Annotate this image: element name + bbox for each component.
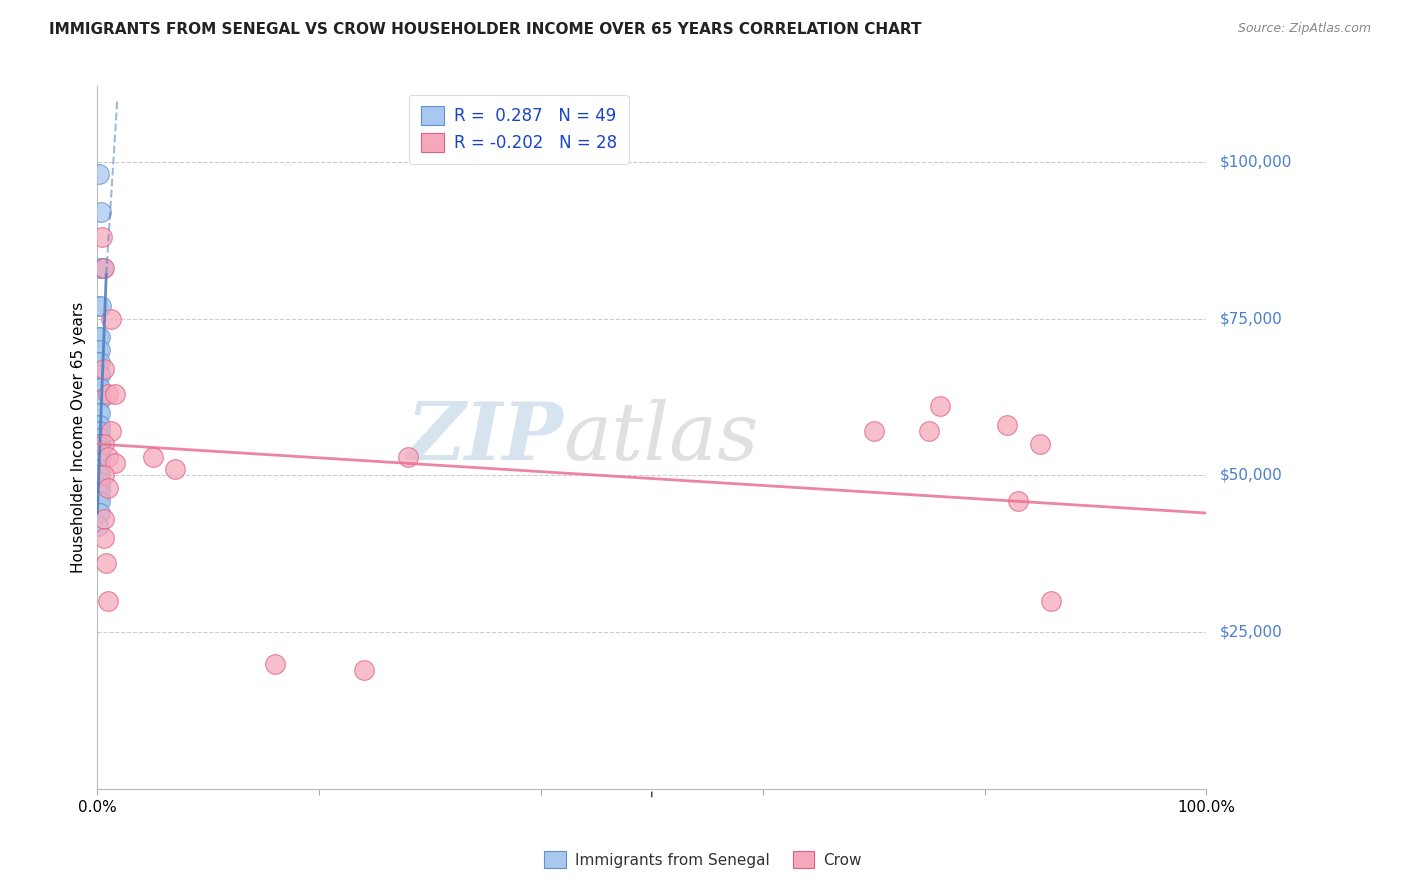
Point — [89, 368, 111, 382]
Point — [104, 456, 127, 470]
Point — [87, 431, 110, 445]
Point — [89, 406, 111, 420]
Point — [93, 468, 115, 483]
Point — [87, 475, 110, 489]
Text: $75,000: $75,000 — [1220, 311, 1282, 326]
Point — [87, 406, 110, 420]
Point — [87, 343, 110, 357]
Point — [87, 450, 110, 464]
Point — [353, 663, 375, 677]
Point — [89, 418, 111, 433]
Text: $100,000: $100,000 — [1220, 154, 1292, 169]
Text: $25,000: $25,000 — [1220, 624, 1282, 640]
Point — [93, 261, 115, 276]
Point — [100, 311, 122, 326]
Point — [89, 493, 111, 508]
Point — [87, 481, 110, 495]
Point — [87, 167, 110, 181]
Point — [87, 468, 110, 483]
Point — [995, 418, 1018, 433]
Y-axis label: Householder Income Over 65 years: Householder Income Over 65 years — [72, 302, 86, 574]
Point — [93, 437, 115, 451]
Point — [1029, 437, 1052, 451]
Point — [89, 330, 111, 344]
Point — [929, 400, 952, 414]
Point — [263, 657, 285, 671]
Point — [90, 230, 112, 244]
Point — [89, 425, 111, 439]
Point — [89, 462, 111, 476]
Point — [87, 330, 110, 344]
Point — [97, 450, 120, 464]
Point — [87, 518, 110, 533]
Legend: R =  0.287   N = 49, R = -0.202   N = 28: R = 0.287 N = 49, R = -0.202 N = 28 — [409, 95, 628, 164]
Point — [91, 261, 114, 276]
Point — [862, 425, 884, 439]
Point — [87, 418, 110, 433]
Point — [918, 425, 941, 439]
Text: atlas: atlas — [564, 399, 758, 476]
Point — [97, 387, 120, 401]
Point — [90, 299, 112, 313]
Text: Source: ZipAtlas.com: Source: ZipAtlas.com — [1237, 22, 1371, 36]
Point — [93, 512, 115, 526]
Point — [100, 425, 122, 439]
Point — [87, 487, 110, 501]
Point — [396, 450, 419, 464]
Point — [89, 437, 111, 451]
Point — [89, 456, 111, 470]
Point — [87, 299, 110, 313]
Point — [87, 355, 110, 369]
Point — [89, 355, 111, 369]
Point — [87, 493, 110, 508]
Point — [89, 468, 111, 483]
Point — [89, 380, 111, 394]
Text: ZIP: ZIP — [406, 399, 564, 476]
Point — [89, 261, 111, 276]
Point — [87, 380, 110, 394]
Point — [89, 506, 111, 520]
Point — [1007, 493, 1029, 508]
Point — [89, 343, 111, 357]
Point — [93, 531, 115, 545]
Point — [87, 437, 110, 451]
Point — [87, 393, 110, 408]
Point — [89, 481, 111, 495]
Point — [93, 361, 115, 376]
Point — [163, 462, 186, 476]
Point — [87, 456, 110, 470]
Point — [89, 475, 111, 489]
Text: $50,000: $50,000 — [1220, 468, 1282, 483]
Point — [96, 556, 118, 570]
Point — [87, 462, 110, 476]
Point — [90, 205, 112, 219]
Point — [104, 387, 127, 401]
Point — [89, 487, 111, 501]
Point — [89, 393, 111, 408]
Point — [97, 481, 120, 495]
Point — [89, 431, 111, 445]
Point — [87, 368, 110, 382]
Point — [89, 450, 111, 464]
Point — [142, 450, 165, 464]
Point — [87, 506, 110, 520]
Legend: Immigrants from Senegal, Crow: Immigrants from Senegal, Crow — [537, 844, 869, 875]
Point — [87, 425, 110, 439]
Text: IMMIGRANTS FROM SENEGAL VS CROW HOUSEHOLDER INCOME OVER 65 YEARS CORRELATION CHA: IMMIGRANTS FROM SENEGAL VS CROW HOUSEHOL… — [49, 22, 922, 37]
Point — [1040, 594, 1063, 608]
Point — [89, 443, 111, 458]
Point — [87, 443, 110, 458]
Point — [97, 594, 120, 608]
